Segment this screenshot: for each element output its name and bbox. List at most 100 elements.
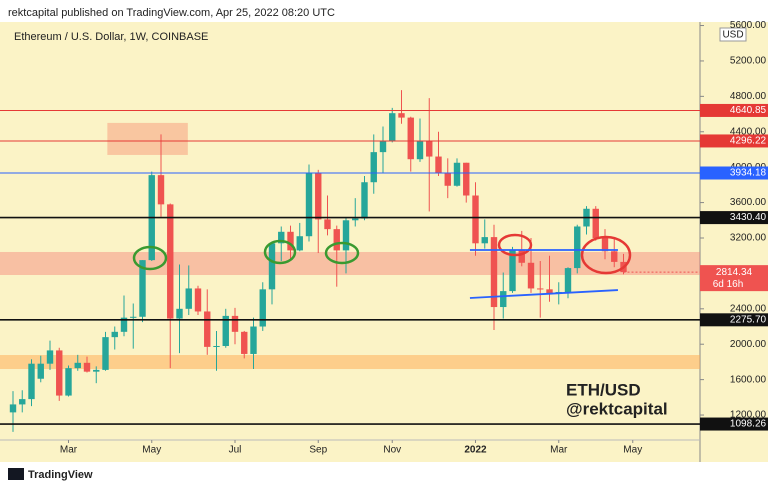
price-tag-label: 2275.70 (730, 314, 767, 325)
candle-body (287, 231, 294, 251)
candle-body (139, 260, 146, 317)
candle-body (379, 140, 387, 153)
candle-body (9, 404, 17, 413)
x-tick-label: Sep (309, 445, 327, 456)
candle-body (83, 362, 91, 372)
highlight-circle (580, 235, 632, 275)
candle-body (611, 251, 618, 262)
candle-body (278, 231, 285, 244)
footer: TradingView (28, 469, 93, 481)
candle-body (342, 220, 350, 251)
price-tag-label: 4640.85 (730, 105, 767, 116)
price-tag (700, 313, 768, 327)
candle-body (601, 237, 609, 252)
candle-body (407, 117, 414, 160)
x-tick-label: May (142, 445, 161, 456)
candle-body (546, 289, 553, 294)
zone (107, 122, 188, 155)
annotation: ETH/USD (566, 380, 641, 399)
candle-body (361, 182, 368, 219)
candle-body (416, 140, 424, 160)
y-tick-label: 3600.00 (730, 197, 767, 208)
plot-background (0, 22, 768, 462)
candle-body (167, 204, 174, 319)
price-tag (700, 211, 768, 225)
candle-body (370, 152, 377, 183)
highlight-circle (497, 233, 533, 257)
candle-body (37, 363, 44, 379)
highlight-circle (132, 245, 168, 271)
candle-body (65, 368, 72, 396)
candle-body (509, 250, 516, 292)
candle-body (241, 331, 248, 354)
highlight-circle (263, 239, 297, 265)
candle-body (435, 156, 442, 174)
candle-body (463, 162, 470, 196)
y-tick-label: 2000.00 (730, 339, 767, 350)
candle-body (176, 308, 183, 319)
y-tick-label: 5600.00 (730, 20, 767, 31)
y-tick-label: 4800.00 (730, 91, 767, 102)
candle-body (204, 311, 211, 347)
price-tag-label: 3934.18 (730, 168, 767, 179)
candle-body (472, 195, 479, 244)
candle-body (259, 289, 266, 327)
y-tick-label: 1200.00 (730, 410, 767, 421)
countdown: 6d 16h (713, 279, 744, 290)
y-tick-label: 2400.00 (730, 303, 767, 314)
candle-body (537, 288, 544, 290)
candle-body (185, 288, 192, 309)
candle-body (324, 219, 331, 230)
candle-body (231, 315, 239, 332)
currency: USD (722, 30, 743, 41)
candle-body (333, 229, 340, 251)
price-tag (700, 103, 768, 117)
candle-body (453, 162, 461, 186)
candle-body (268, 243, 276, 290)
candle-body (500, 291, 507, 308)
x-tick-label: May (623, 445, 642, 456)
zone (0, 251, 700, 275)
price-tag-label: 1098.26 (730, 419, 767, 430)
candle-body (46, 350, 54, 364)
candle-body (518, 250, 525, 263)
annotation: @rektcapital (566, 399, 668, 418)
candle-body (250, 326, 257, 354)
candle-body (564, 268, 572, 292)
zone (0, 355, 700, 370)
x-tick-label: Mar (550, 445, 568, 456)
price-tag (700, 166, 768, 180)
candle-body (574, 226, 581, 269)
highlight-circle (324, 241, 360, 265)
candle-body (444, 173, 451, 186)
trendline (469, 289, 618, 299)
price-tag-label: 2814.34 (716, 267, 753, 278)
header: rektcapital published on TradingView.com… (8, 7, 335, 19)
candle-body (28, 363, 35, 400)
price-tag (700, 134, 768, 148)
candle-body (398, 113, 405, 118)
x-tick-label: Mar (60, 445, 78, 456)
candle-body (305, 172, 313, 237)
candle-body (481, 237, 488, 244)
currency-box (719, 27, 747, 42)
candle-body (111, 331, 118, 338)
candle-body (296, 236, 303, 251)
candle-body (527, 262, 535, 289)
candle-body (74, 362, 81, 369)
x-tick-label: Jul (229, 445, 242, 456)
candle-body (490, 237, 498, 308)
candle-body (157, 175, 165, 205)
logo (8, 468, 24, 480)
y-tick-label: 3200.00 (730, 233, 767, 244)
candle-body (315, 172, 322, 220)
candle-body (389, 113, 396, 141)
price-tag-label: 4296.22 (730, 136, 767, 147)
price-tag (700, 417, 768, 431)
chart-title: Ethereum / U.S. Dollar, 1W, COINBASE (14, 31, 208, 43)
candle-body (592, 208, 599, 238)
candle-body (352, 218, 359, 221)
price-tag (700, 265, 768, 292)
candle-body (426, 140, 433, 157)
y-tick-label: 1600.00 (730, 374, 767, 385)
